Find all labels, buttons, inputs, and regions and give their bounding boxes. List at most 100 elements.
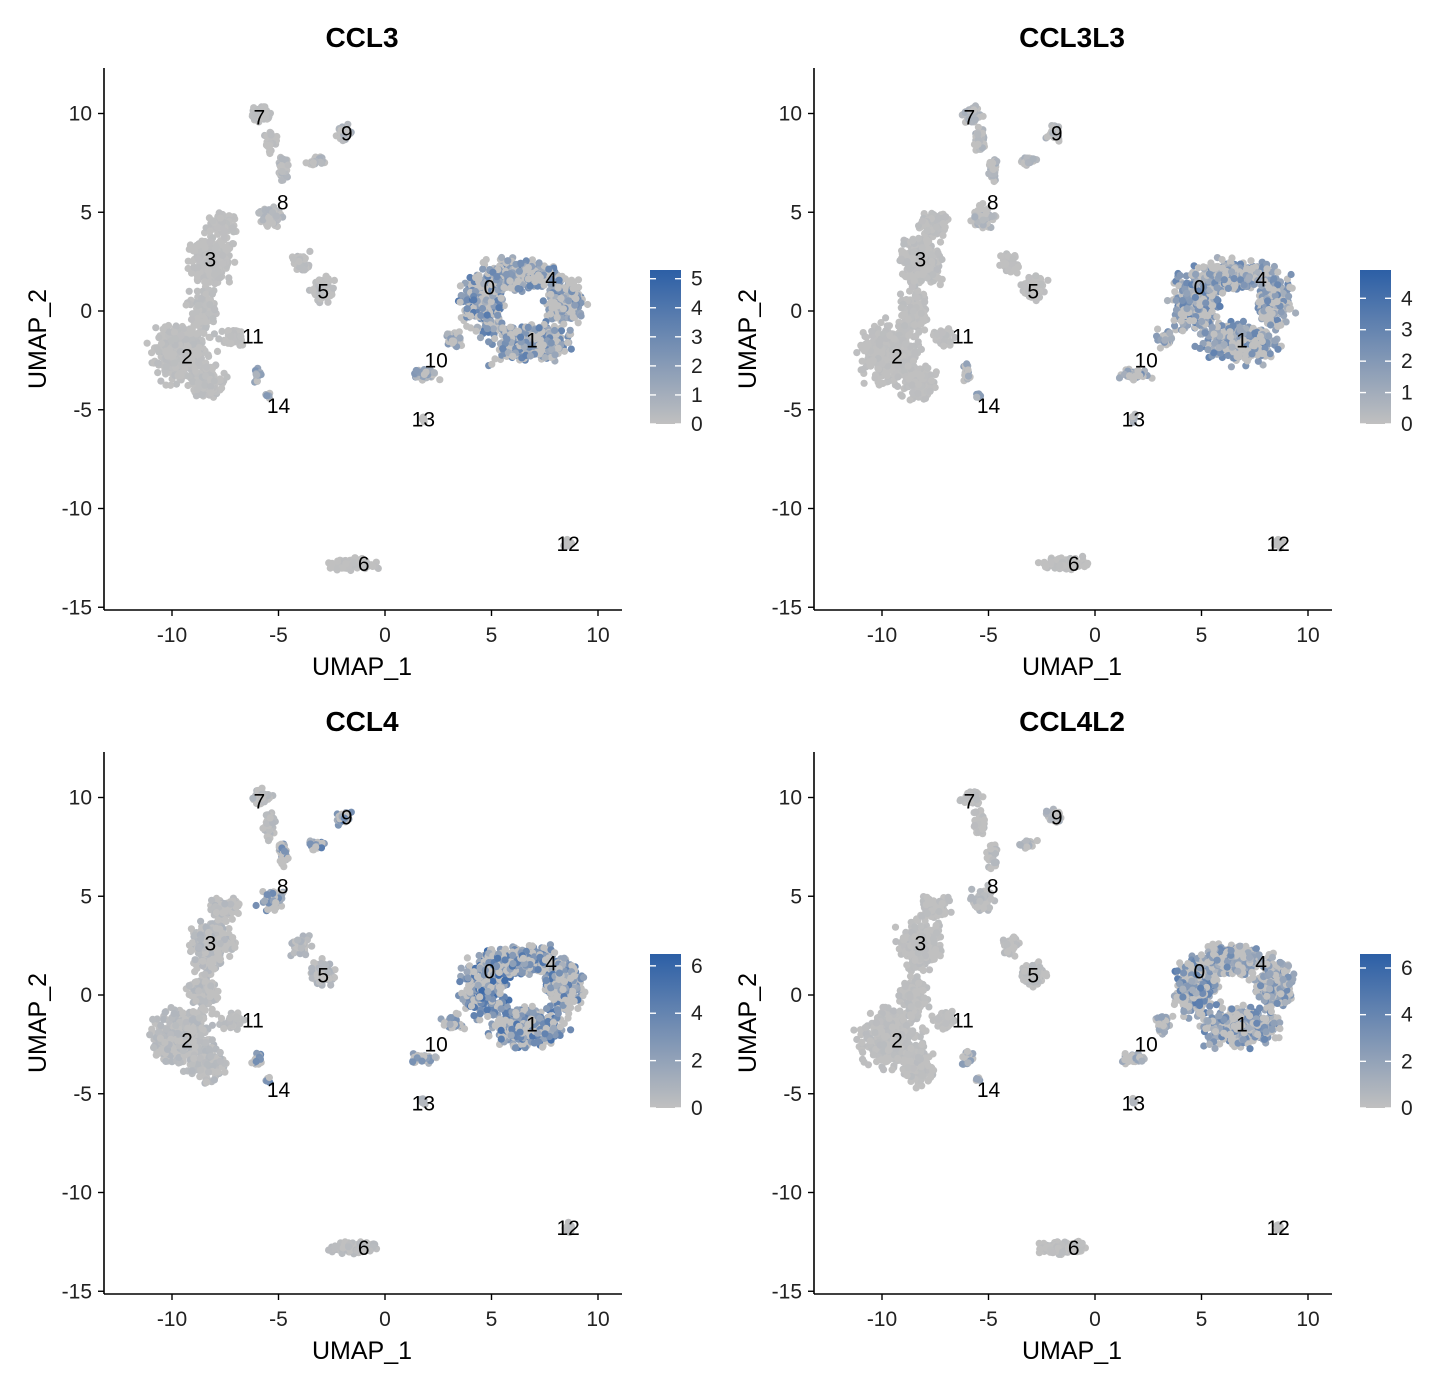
cell-point: [974, 130, 982, 139]
cell-point: [882, 314, 890, 322]
cell-point: [878, 348, 886, 356]
cell-point: [172, 380, 181, 388]
cell-point: [267, 131, 275, 139]
cell-point: [921, 298, 929, 306]
cell-point: [1029, 155, 1037, 163]
cell-point: [506, 277, 514, 285]
cell-point: [184, 381, 192, 390]
cell-point: [194, 301, 202, 310]
cell-point: [506, 323, 514, 331]
cell-point: [181, 359, 189, 367]
cell-point: [186, 241, 194, 249]
cell-point: [227, 332, 235, 340]
cell-point: [997, 252, 1005, 260]
cell-point: [1161, 336, 1169, 344]
cell-point: [500, 283, 508, 292]
cell-point: [1129, 376, 1138, 384]
cell-point: [517, 333, 525, 341]
cell-point: [194, 263, 202, 271]
cell-point: [223, 373, 231, 381]
x-tick-label: 5: [486, 624, 498, 647]
cell-point: [940, 342, 948, 350]
cell-point: [938, 275, 946, 283]
cell-point: [896, 290, 905, 298]
cell-point: [569, 284, 577, 292]
cell-point: [189, 378, 197, 386]
panel-title: CCL3L3: [1019, 22, 1125, 53]
cell-point: [526, 352, 535, 360]
cell-point: [155, 334, 163, 342]
cell-point: [577, 312, 585, 320]
cell-point: [193, 386, 201, 394]
cell-point: [192, 367, 200, 375]
cell-point: [971, 213, 979, 221]
cell-point: [231, 258, 239, 266]
cell-point: [574, 319, 582, 327]
cell-point: [185, 287, 193, 295]
cell-point: [868, 327, 876, 335]
x-tick-label: -5: [269, 624, 288, 647]
cell-point: [964, 372, 973, 380]
cell-point: [209, 217, 217, 225]
cell-point: [910, 277, 918, 285]
cell-point: [302, 159, 310, 167]
cell-point: [504, 257, 512, 265]
cell-point: [207, 389, 215, 397]
cell-point: [176, 348, 184, 356]
cell-point: [571, 301, 579, 309]
cell-point: [174, 372, 182, 380]
cell-point: [979, 216, 987, 224]
cell-point: [918, 217, 926, 225]
cell-point: [210, 330, 218, 338]
cell-point: [225, 274, 233, 282]
cell-point: [159, 325, 167, 333]
cell-point: [220, 227, 228, 235]
cell-point: [524, 275, 533, 283]
cell-point: [483, 311, 491, 319]
x-axis-title: UMAP_1: [312, 653, 412, 681]
cluster-label: 2: [181, 345, 193, 368]
cell-point: [927, 251, 935, 259]
cell-point: [188, 325, 196, 333]
cell-point: [329, 284, 337, 292]
cell-point: [551, 351, 559, 359]
cluster-label: 10: [424, 349, 447, 372]
cell-point: [206, 301, 214, 309]
cell-point: [904, 362, 912, 370]
cell-point: [503, 335, 511, 343]
cell-point: [1056, 561, 1064, 570]
cell-point: [916, 320, 924, 329]
cell-point: [157, 377, 165, 385]
cell-point: [330, 276, 338, 284]
cell-point: [1044, 276, 1052, 284]
cell-point: [553, 313, 561, 321]
cell-point: [206, 309, 214, 317]
cell-point: [903, 258, 911, 266]
cell-point: [911, 348, 919, 356]
cell-point: [901, 322, 909, 330]
y-tick-label: -5: [73, 399, 92, 422]
cell-point: [154, 369, 162, 377]
cell-point: [200, 329, 208, 337]
cell-point: [547, 339, 555, 347]
cell-point: [926, 387, 934, 395]
cell-point: [535, 259, 543, 267]
cell-point: [333, 566, 341, 574]
cluster-label: 5: [317, 280, 329, 303]
cell-point: [905, 375, 913, 383]
cell-point: [938, 255, 946, 264]
cell-point: [412, 366, 420, 375]
cell-point: [436, 376, 444, 384]
cell-point: [554, 344, 562, 352]
cell-point: [216, 376, 224, 384]
cell-point: [193, 287, 201, 295]
cell-point: [904, 315, 912, 323]
cell-point: [193, 321, 201, 329]
cell-point: [184, 372, 192, 380]
cell-point: [936, 238, 945, 246]
cell-point: [546, 310, 555, 318]
cell-point: [494, 311, 502, 319]
cell-point: [219, 259, 227, 268]
cell-point: [539, 297, 547, 305]
cell-point: [934, 249, 942, 257]
